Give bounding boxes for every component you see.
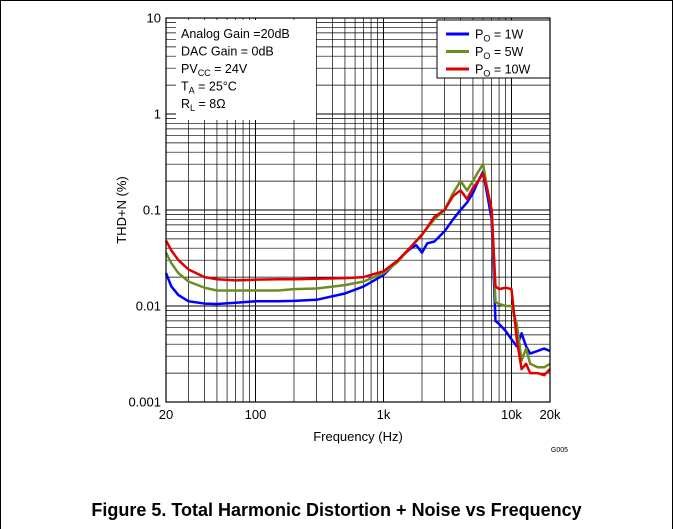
conditions-annotation: Analog Gain =20dB DAC Gain = 0dB PVCC = 24… [176,20,316,120]
x-tick-label: 20k [540,407,561,422]
x-tick-label: 20 [159,407,173,422]
legend-label: PO = 10W [475,63,531,79]
plot-area-border [165,17,551,403]
y-tick-label: 1 [154,107,161,122]
x-tick-label: 100 [245,407,267,422]
series-line-1 [164,170,551,355]
condition-text: PVCC = 24V [181,62,248,78]
y-tick-label: 0.001 [128,395,161,410]
x-tick-label: 1k [377,407,391,422]
figure-id: G005 [551,447,568,454]
y-tick-label: 10 [147,11,161,26]
y-axis-label: THD+N (%) [114,176,129,244]
condition-text: RL = 8Ω [181,97,226,113]
y-tick-label: 0.1 [143,203,161,218]
condition-text: TA = 25°C [181,80,237,96]
x-tick-label: 10k [501,407,522,422]
condition-text: DAC Gain = 0dB [181,45,274,59]
thd-vs-frequency-chart: Analog Gain =20dB DAC Gain = 0dB PVCC = 24… [114,11,568,455]
figure-caption: Figure 5. Total Harmonic Distortion + No… [91,500,582,520]
conditions-box [176,20,316,120]
legend-label: PO = 5W [475,45,524,61]
condition-text: Analog Gain =20dB [181,27,290,41]
legend-label: PO = 1W [475,28,524,44]
series-line-3 [164,172,551,377]
x-axis-label: Frequency (Hz) [313,429,403,444]
y-tick-label: 0.01 [136,299,161,314]
